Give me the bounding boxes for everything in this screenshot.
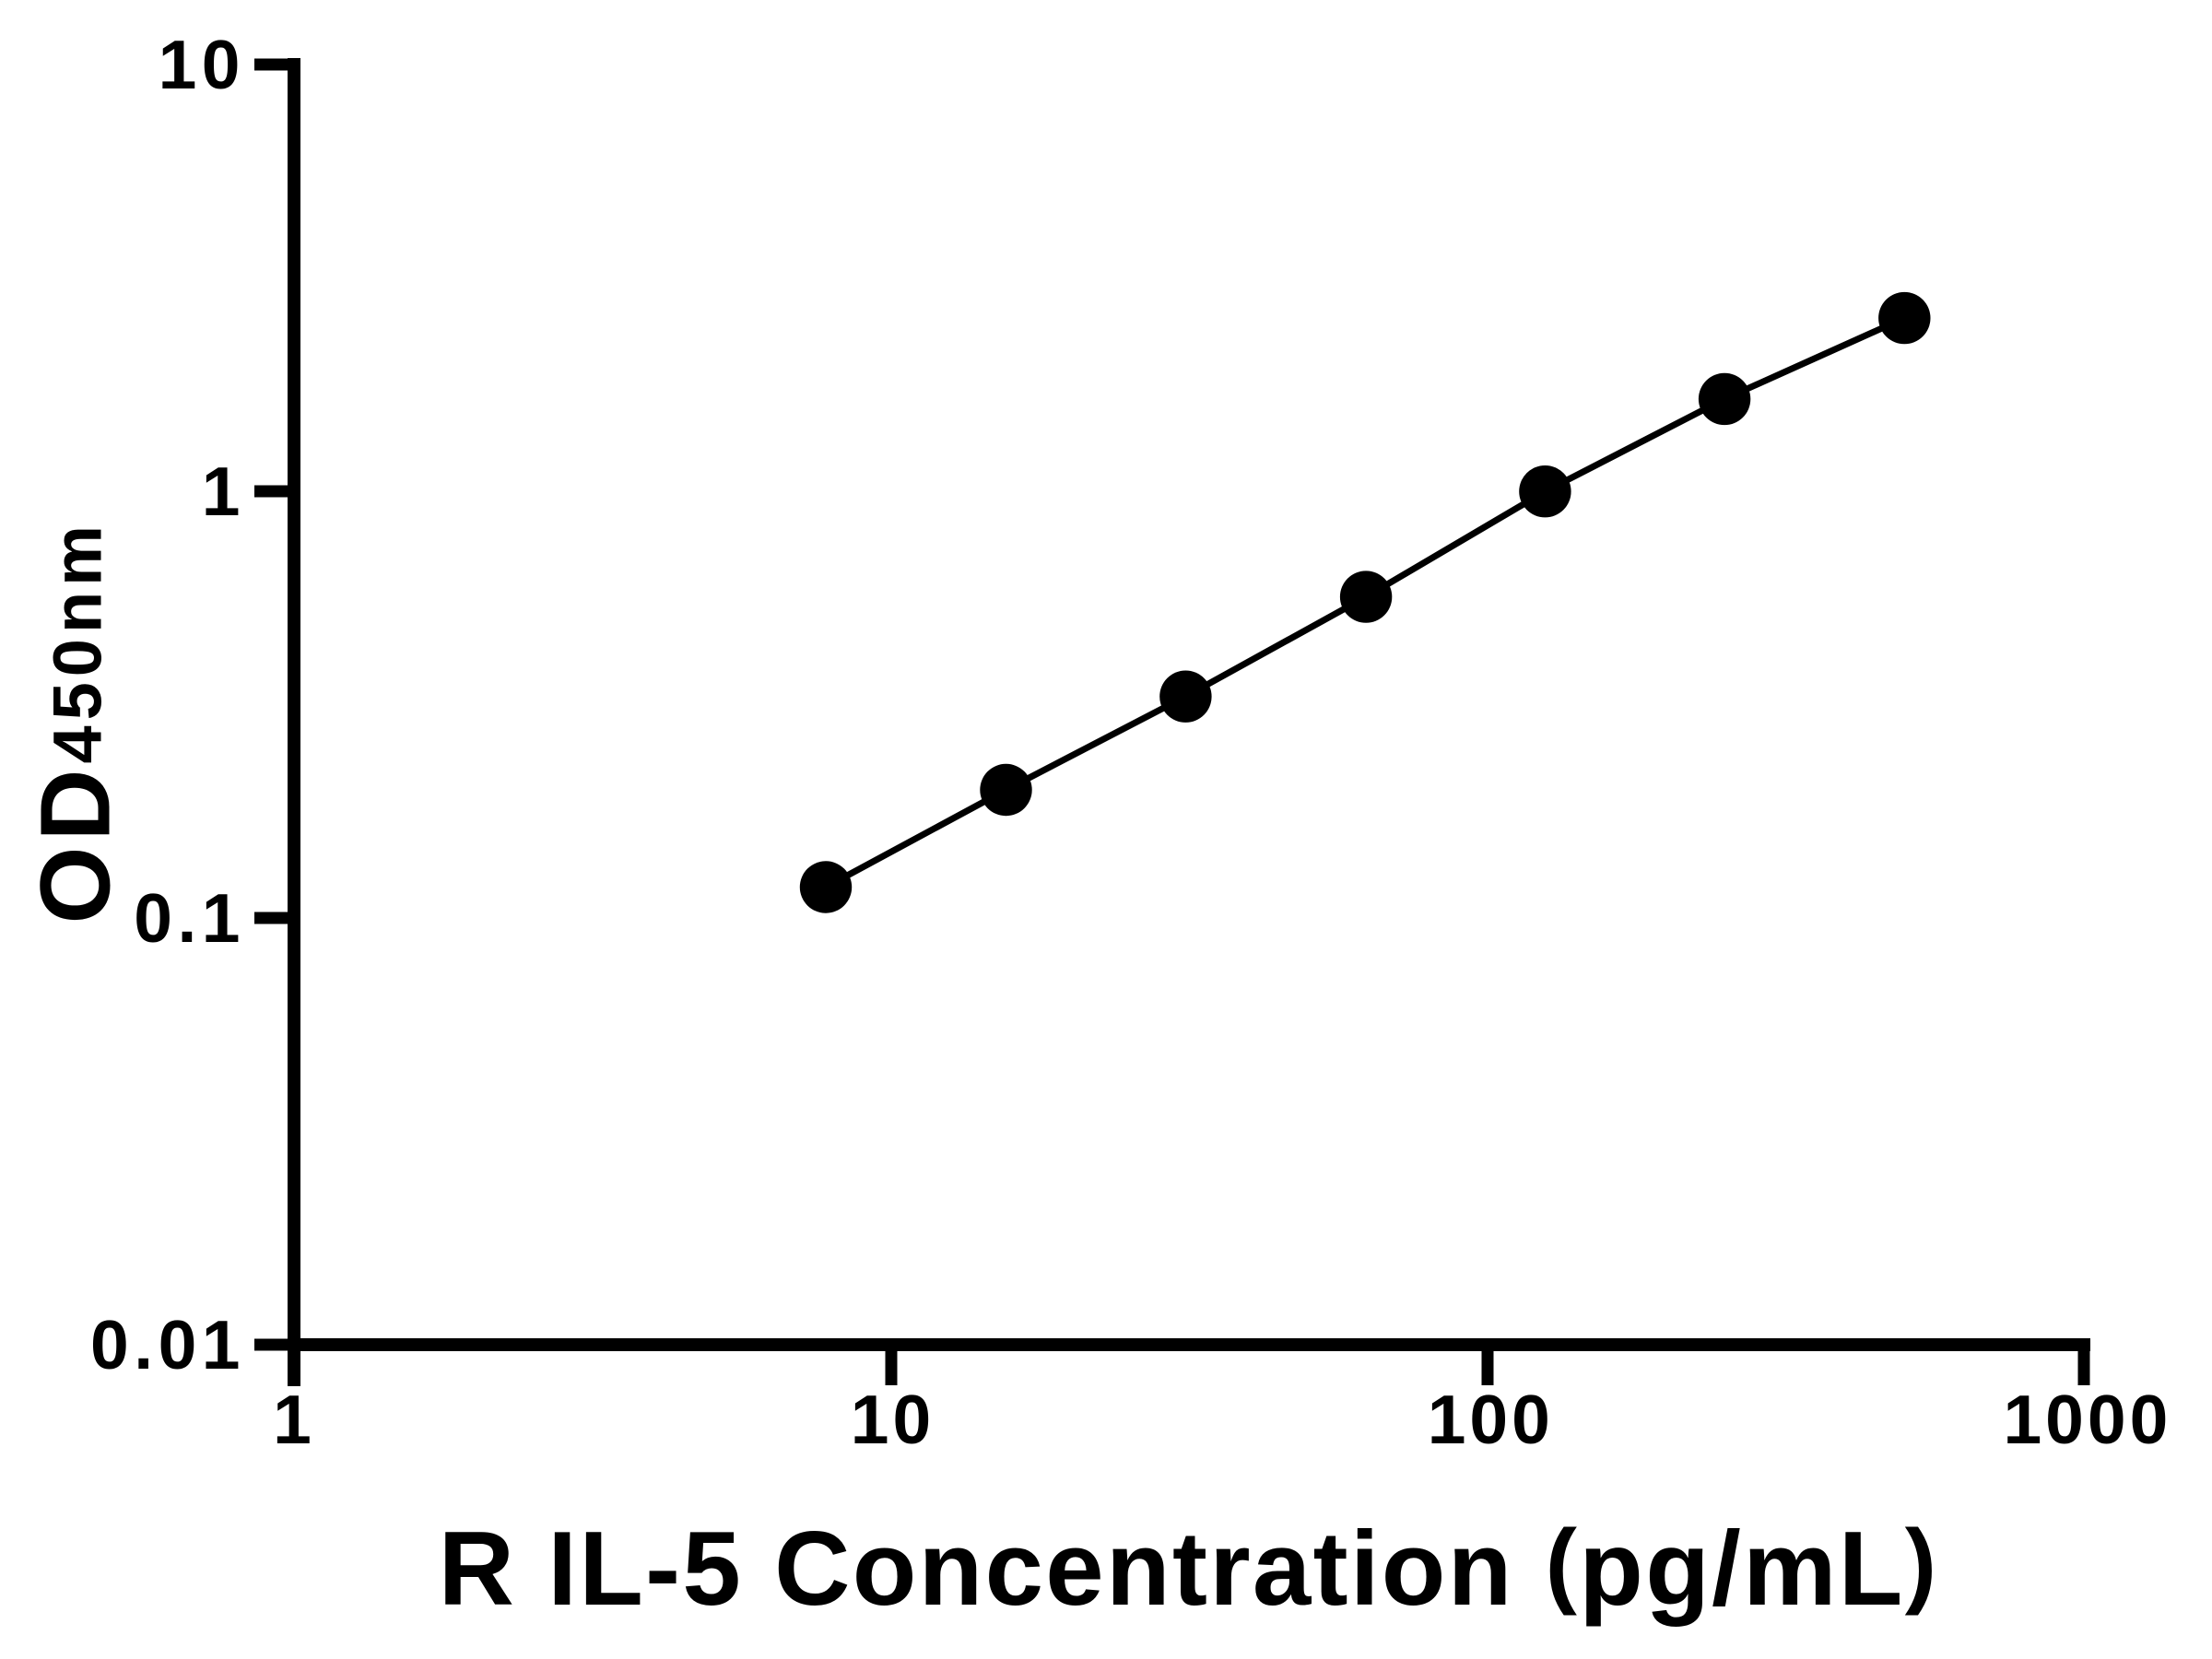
svg-text:R IL-5 Concentration (pg/mL): R IL-5 Concentration (pg/mL) (439, 1510, 1939, 1628)
svg-text:1: 1 (273, 1381, 315, 1458)
svg-text:0.1: 0.1 (134, 879, 245, 957)
svg-text:1000: 1000 (2003, 1381, 2171, 1458)
svg-text:10: 10 (851, 1381, 935, 1458)
svg-text:1: 1 (202, 453, 245, 530)
svg-text:10: 10 (159, 26, 245, 103)
svg-text:0.01: 0.01 (90, 1306, 245, 1383)
svg-text:100: 100 (1428, 1381, 1554, 1458)
